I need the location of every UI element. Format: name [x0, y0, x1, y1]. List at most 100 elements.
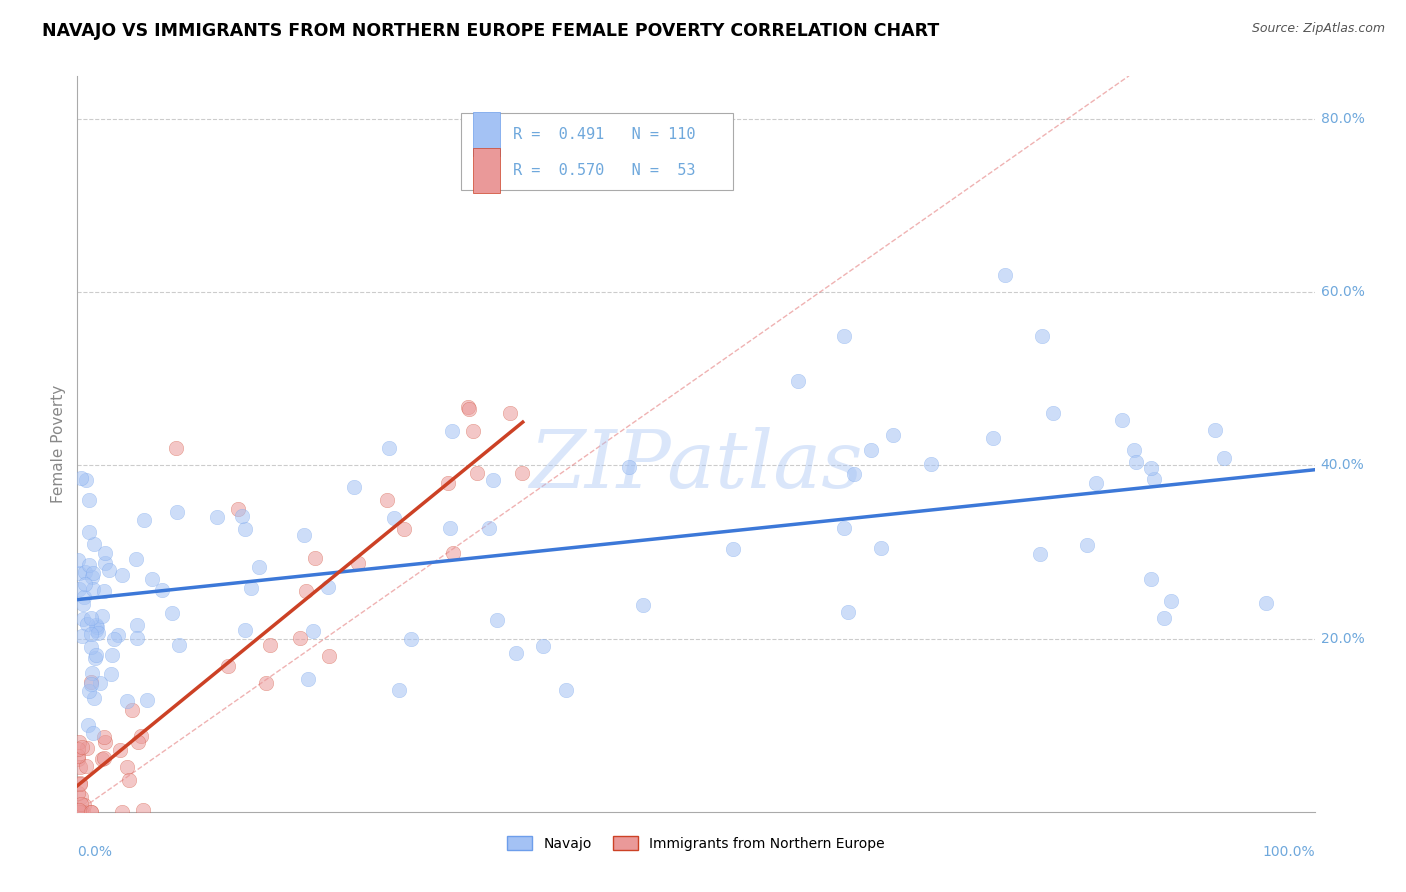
Point	[75, 565, 97, 579]
Point	[75, 577, 97, 591]
Point	[97, 564, 120, 578]
Point	[80, 677, 103, 691]
Point	[316, 580, 339, 594]
Point	[226, 501, 249, 516]
Point	[1254, 596, 1277, 610]
Point	[84, 648, 107, 662]
Point	[77, 718, 100, 732]
Point	[125, 632, 148, 646]
Point	[72, 629, 94, 643]
Point	[463, 172, 485, 186]
Point	[1111, 412, 1133, 426]
Point	[67, 748, 90, 763]
Point	[231, 509, 253, 524]
Point	[994, 268, 1017, 282]
Point	[844, 467, 866, 481]
Point	[67, 735, 90, 749]
Point	[90, 752, 112, 766]
Y-axis label: Female Poverty: Female Poverty	[51, 384, 66, 503]
Text: 60.0%: 60.0%	[1320, 285, 1365, 299]
Point	[83, 690, 105, 705]
Point	[69, 805, 91, 819]
Point	[981, 432, 1004, 446]
Point	[131, 729, 153, 743]
Point	[86, 620, 108, 634]
Point	[295, 583, 318, 598]
Point	[375, 493, 398, 508]
Point	[882, 428, 904, 442]
Point	[69, 797, 91, 811]
Text: 40.0%: 40.0%	[1320, 458, 1365, 473]
Point	[294, 528, 316, 542]
Point	[79, 640, 101, 655]
Point	[920, 457, 942, 471]
Point	[463, 424, 485, 438]
Point	[485, 613, 508, 627]
Point	[465, 466, 488, 480]
Point	[82, 570, 104, 584]
Point	[347, 557, 370, 571]
Text: 20.0%: 20.0%	[1320, 632, 1365, 646]
Point	[633, 599, 655, 613]
Point	[82, 566, 104, 580]
Point	[254, 675, 277, 690]
Point	[531, 639, 554, 653]
Point	[1153, 611, 1175, 625]
Text: Source: ZipAtlas.com: Source: ZipAtlas.com	[1251, 22, 1385, 36]
Point	[1204, 423, 1226, 437]
Point	[259, 638, 281, 652]
Point	[343, 480, 366, 494]
Point	[786, 374, 808, 388]
Point	[388, 683, 411, 698]
Point	[69, 789, 91, 804]
Point	[382, 511, 405, 525]
Point	[82, 582, 104, 596]
Point	[499, 407, 522, 421]
Point	[1125, 455, 1147, 469]
Point	[115, 760, 138, 774]
Point	[67, 803, 90, 817]
Text: R =  0.570   N =  53: R = 0.570 N = 53	[513, 163, 696, 178]
Point	[1140, 461, 1163, 475]
Point	[160, 607, 183, 621]
Point	[169, 639, 191, 653]
Point	[1031, 328, 1053, 343]
Point	[478, 521, 501, 535]
Point	[70, 471, 93, 485]
Point	[118, 773, 141, 788]
Point	[111, 805, 134, 819]
Point	[441, 425, 464, 439]
Point	[304, 550, 326, 565]
Text: NAVAJO VS IMMIGRANTS FROM NORTHERN EUROPE FEMALE POVERTY CORRELATION CHART: NAVAJO VS IMMIGRANTS FROM NORTHERN EUROP…	[42, 22, 939, 40]
Point	[82, 665, 104, 680]
Point	[834, 328, 856, 343]
Point	[93, 583, 115, 598]
Point	[94, 734, 117, 748]
Point	[617, 459, 640, 474]
Point	[1122, 442, 1144, 457]
Point	[82, 726, 104, 740]
Point	[69, 760, 91, 774]
Point	[93, 731, 115, 745]
Point	[150, 582, 173, 597]
Point	[73, 591, 96, 605]
Point	[100, 666, 122, 681]
Point	[77, 492, 100, 507]
Point	[439, 520, 461, 534]
Point	[233, 523, 256, 537]
Point	[77, 558, 100, 572]
Point	[132, 512, 155, 526]
Text: R =  0.491   N = 110: R = 0.491 N = 110	[513, 127, 696, 142]
Point	[121, 703, 143, 717]
Point	[832, 521, 855, 535]
Point	[392, 523, 415, 537]
Point	[76, 616, 98, 631]
Point	[141, 572, 163, 586]
Text: ZIPatlas: ZIPatlas	[529, 427, 863, 505]
Point	[93, 751, 115, 765]
Point	[67, 582, 90, 596]
Point	[297, 672, 319, 686]
Point	[83, 537, 105, 551]
Point	[79, 805, 101, 819]
Point	[721, 541, 744, 556]
